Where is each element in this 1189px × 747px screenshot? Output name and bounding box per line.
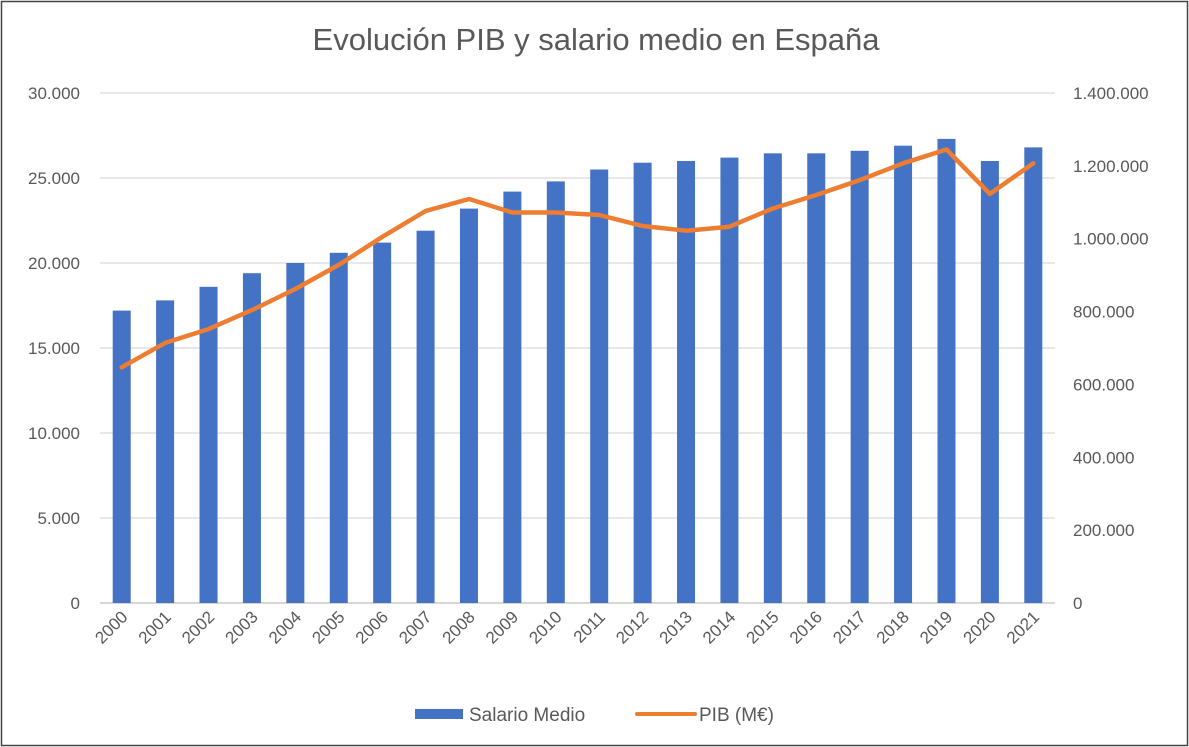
left-tick-label: 20.000 <box>28 254 80 273</box>
left-tick-label: 15.000 <box>28 339 80 358</box>
bar-salario-2020 <box>980 161 999 603</box>
left-tick-label: 25.000 <box>28 169 80 188</box>
legend: Salario Medio PIB (M€) <box>415 705 774 726</box>
bar-salario-2017 <box>850 150 869 604</box>
bar-salario-2013 <box>677 161 696 603</box>
bar-salario-2001 <box>156 300 175 603</box>
left-tick-label: 0 <box>71 594 80 613</box>
bar-salario-2008 <box>459 208 478 603</box>
bar-salario-2000 <box>112 310 131 603</box>
bar-salario-2014 <box>720 157 739 603</box>
right-tick-label: 400.000 <box>1073 448 1134 467</box>
right-tick-label: 200.000 <box>1073 521 1134 540</box>
bar-salario-2009 <box>503 191 522 603</box>
left-tick-label: 5.000 <box>37 509 80 528</box>
bar-salario-2004 <box>286 263 305 603</box>
right-tick-label: 1.400.000 <box>1073 84 1149 103</box>
line-pib <box>119 147 1036 370</box>
bar-salario-2002 <box>199 286 218 603</box>
bar-salario-2021 <box>1024 147 1043 603</box>
right-tick-label: 1.200.000 <box>1073 157 1149 176</box>
bar-salario-2015 <box>763 153 782 603</box>
bar-salario-2016 <box>807 153 826 603</box>
legend-label-salario: Salario Medio <box>469 705 585 726</box>
bar-salario-2019 <box>937 138 956 603</box>
left-tick-label: 30.000 <box>28 84 80 103</box>
right-tick-label: 600.000 <box>1073 375 1134 394</box>
bar-salario-2012 <box>633 162 652 603</box>
bar-salario-2007 <box>416 230 435 603</box>
legend-swatch-salario <box>415 709 463 719</box>
right-tick-label: 0 <box>1073 594 1082 613</box>
right-tick-label: 1.000.000 <box>1073 230 1149 249</box>
bar-salario-2010 <box>546 181 565 603</box>
bar-salario-2006 <box>373 242 392 603</box>
chart-title: Evolución PIB y salario medio en España <box>313 22 881 57</box>
bar-salario-2003 <box>242 273 261 603</box>
legend-label-pib: PIB (M€) <box>699 705 774 726</box>
left-tick-label: 10.000 <box>28 424 80 443</box>
bar-salario-2018 <box>894 145 913 603</box>
bar-salario-2005 <box>329 252 348 604</box>
right-tick-label: 800.000 <box>1073 303 1134 322</box>
bar-salario-2011 <box>590 169 609 603</box>
